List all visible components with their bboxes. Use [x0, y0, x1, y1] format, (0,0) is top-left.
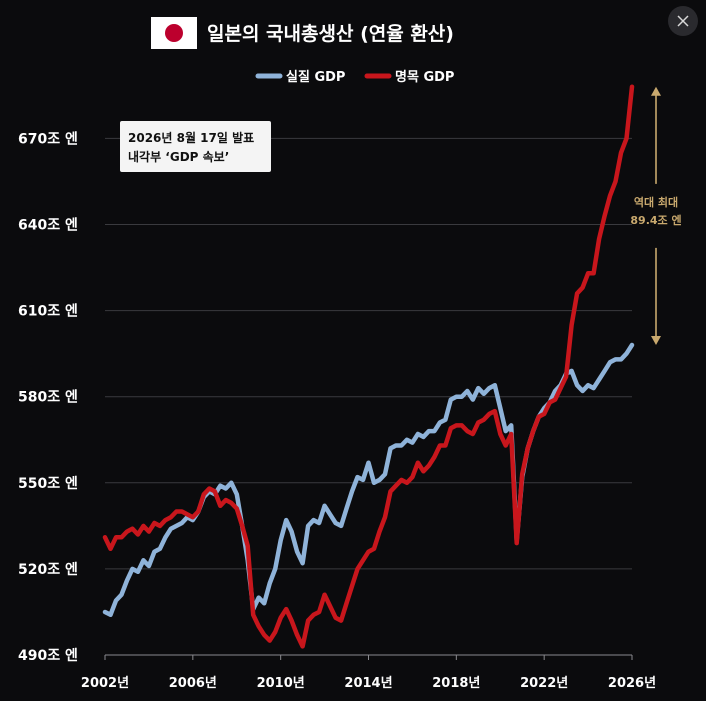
- close-icon: [677, 15, 689, 27]
- y-tick-label: 670조 엔: [18, 130, 78, 147]
- gap-label-line-2: 89.4조 엔: [630, 213, 681, 227]
- chart-header: 일본의 국내총생산 (연율 환산): [151, 17, 454, 49]
- date-annotation-line-2: 내각부 ‘GDP 속보’: [128, 149, 229, 164]
- x-tick-label: 2022년: [520, 676, 568, 691]
- y-axis: 490조 엔 520조 엔 550조 엔 580조 엔 610조 엔 640조 엔 670조…: [18, 130, 78, 664]
- date-annotation: 2026년 8월 17일 발표 내각부 ‘GDP 속보’: [120, 121, 271, 172]
- y-tick-label: 640조 엔: [18, 217, 78, 234]
- legend-label: 명목 GDP: [395, 69, 454, 85]
- x-tick-label: 2014년: [344, 676, 392, 691]
- y-tick-label: 520조 엔: [18, 561, 78, 578]
- close-button[interactable]: [668, 6, 698, 36]
- series-line-nominal-gdp: [102, 84, 635, 649]
- y-tick-label: 550조 엔: [18, 475, 78, 492]
- gap-arrowhead-up: [651, 86, 661, 96]
- gap-label-line-1: 역대 최대: [634, 195, 678, 209]
- series-line-real-gdp: [102, 342, 635, 618]
- y-tick-label: 610조 엔: [18, 303, 78, 320]
- legend-label: 실질 GDP: [286, 69, 345, 85]
- date-annotation-line-1: 2026년 8월 17일 발표: [128, 130, 254, 145]
- x-tick-label: 2010년: [257, 676, 305, 691]
- record-gap-annotation: 역대 최대 89.4조 엔: [630, 86, 682, 346]
- date-annotation-box: [120, 121, 271, 172]
- x-axis: 2002년 2006년 2010년 2014년 2018년 2022년 2026년: [81, 654, 656, 691]
- x-tick-label: 2006년: [169, 676, 217, 691]
- japan-flag-disc: [165, 24, 183, 42]
- y-tick-label: 580조 엔: [18, 389, 78, 406]
- series-lines: [102, 84, 635, 649]
- gap-arrowhead-down: [651, 336, 661, 346]
- x-tick-label: 2026년: [608, 676, 656, 691]
- x-tick-label: 2002년: [81, 676, 129, 691]
- y-tick-label: 490조 엔: [18, 647, 78, 664]
- x-tick-label: 2018년: [432, 676, 480, 691]
- chart-title: 일본의 국내총생산 (연율 환산): [207, 23, 454, 45]
- legend: 실질 GDP 명목 GDP: [255, 69, 454, 85]
